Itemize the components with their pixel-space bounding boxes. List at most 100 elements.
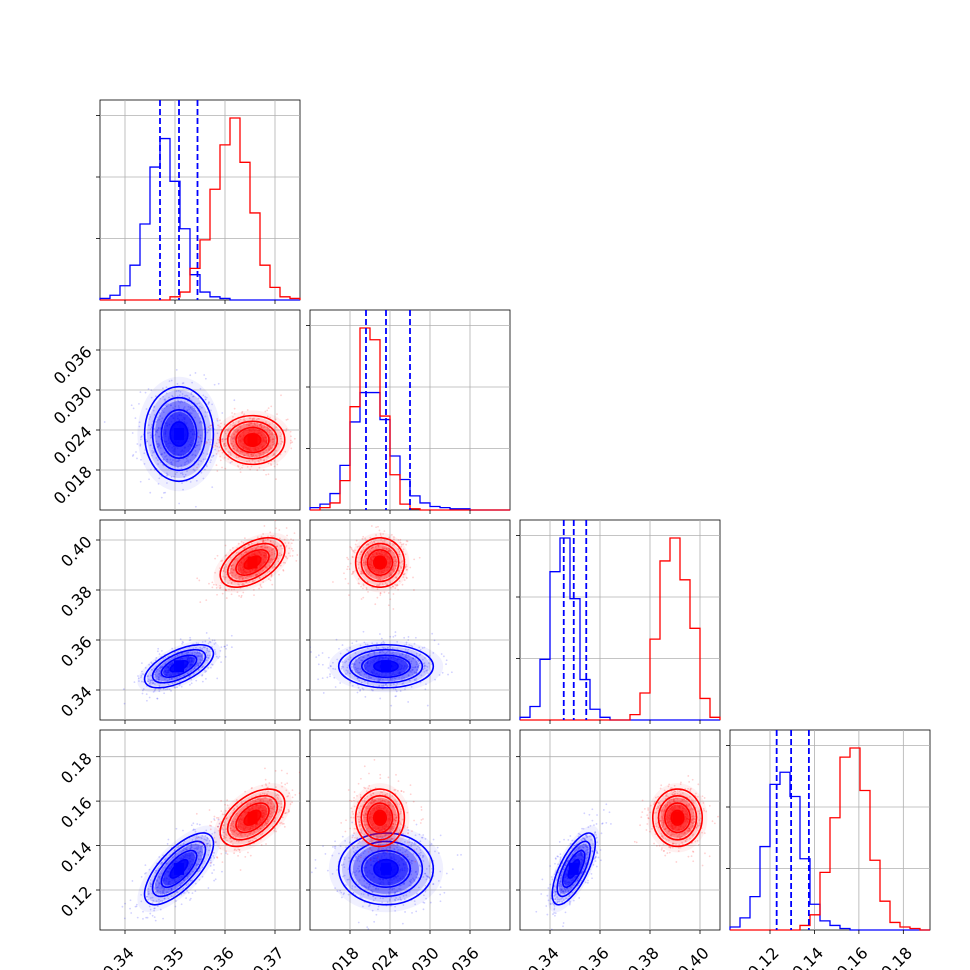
scatter-point xyxy=(266,426,269,428)
histogram-a xyxy=(309,391,510,511)
scatter-point xyxy=(269,579,272,582)
scatter-point xyxy=(211,456,213,458)
scatter-point xyxy=(241,583,243,586)
scatter-point xyxy=(233,849,236,851)
scatter-point xyxy=(202,665,204,667)
scatter-point xyxy=(289,430,292,433)
scatter-point xyxy=(327,667,330,669)
scatter-point xyxy=(285,419,288,421)
scatter-point xyxy=(357,667,360,670)
scatter-point xyxy=(192,829,195,831)
scatter-point xyxy=(201,647,204,650)
scatter-point xyxy=(199,850,202,853)
scatter-point xyxy=(229,579,232,582)
scatter-point xyxy=(352,570,355,573)
scatter-point xyxy=(156,697,159,700)
scatter-point xyxy=(197,664,199,667)
scatter-point xyxy=(407,665,410,668)
scatter-point xyxy=(271,431,274,434)
scatter-point xyxy=(407,666,410,668)
scatter-point xyxy=(394,695,397,698)
scatter-point xyxy=(406,650,409,653)
scatter-point xyxy=(321,663,324,666)
scatter-point xyxy=(184,652,187,654)
scatter-point xyxy=(378,650,381,653)
scatter-point xyxy=(405,568,408,571)
scatter-point xyxy=(285,429,287,432)
scatter-point xyxy=(415,672,417,674)
scatter-point xyxy=(192,409,195,412)
scatter-point xyxy=(352,571,354,573)
scatter-point xyxy=(409,669,412,672)
scatter-point xyxy=(360,659,363,662)
scatter-point xyxy=(360,550,363,553)
scatter-point xyxy=(207,656,210,659)
scatter-point xyxy=(148,683,151,685)
scatter-point xyxy=(266,426,269,428)
scatter-point xyxy=(389,678,392,681)
scatter-point xyxy=(171,463,174,466)
scatter-point xyxy=(140,435,143,438)
scatter-point xyxy=(199,658,202,661)
scatter-point xyxy=(224,438,226,441)
scatter-point xyxy=(222,570,225,572)
scatter-point xyxy=(367,573,370,576)
scatter-point xyxy=(266,822,269,825)
scatter-point xyxy=(351,684,354,687)
scatter-point xyxy=(269,462,272,465)
scatter-point xyxy=(423,664,426,667)
scatter-point xyxy=(225,448,228,450)
scatter-point xyxy=(206,842,208,845)
scatter-point xyxy=(269,559,272,562)
scatter-point xyxy=(194,455,197,457)
scatter-point xyxy=(182,488,184,491)
scatter-point xyxy=(178,410,181,412)
scatter-point xyxy=(280,394,282,397)
scatter-point xyxy=(347,650,350,653)
scatter-point xyxy=(233,412,236,415)
scatter-point xyxy=(151,914,154,917)
scatter-point xyxy=(273,820,276,823)
scatter-point xyxy=(210,424,213,427)
scatter-point xyxy=(231,424,234,427)
scatter-point xyxy=(257,417,260,420)
scatter-point xyxy=(184,394,186,397)
scatter-point xyxy=(201,422,204,424)
scatter-point xyxy=(207,666,210,669)
scatter-point xyxy=(260,458,263,461)
scatter-point xyxy=(269,446,272,449)
scatter-point xyxy=(248,417,251,420)
scatter-point xyxy=(223,578,226,580)
scatter-point xyxy=(162,395,164,398)
scatter-point xyxy=(238,424,241,427)
scatter-point xyxy=(184,848,186,850)
scatter-point xyxy=(190,824,193,827)
scatter-point xyxy=(389,550,392,552)
scatter-point xyxy=(164,455,166,458)
scatter-point xyxy=(182,407,185,410)
scatter-point xyxy=(273,452,276,455)
scatter-point xyxy=(310,651,312,653)
scatter-point xyxy=(200,851,203,854)
scatter-point xyxy=(199,437,202,440)
scatter-point xyxy=(216,554,219,557)
scatter-point xyxy=(265,455,268,458)
scatter-point xyxy=(398,654,401,657)
scatter-point xyxy=(270,447,272,450)
scatter-point xyxy=(222,570,225,572)
scatter-point xyxy=(149,908,152,911)
scatter-point xyxy=(355,640,358,643)
scatter-point xyxy=(256,798,259,800)
scatter-point xyxy=(403,636,406,639)
scatter-point xyxy=(296,554,299,556)
scatter-point xyxy=(198,443,200,446)
scatter-point xyxy=(203,838,206,841)
scatter-point xyxy=(256,422,259,425)
scatter-point xyxy=(192,870,195,873)
scatter-point xyxy=(176,686,178,689)
scatter-point xyxy=(243,454,246,457)
scatter-point xyxy=(283,825,286,828)
scatter-point xyxy=(188,396,191,399)
scatter-point xyxy=(212,421,214,424)
scatter-point xyxy=(157,886,160,889)
